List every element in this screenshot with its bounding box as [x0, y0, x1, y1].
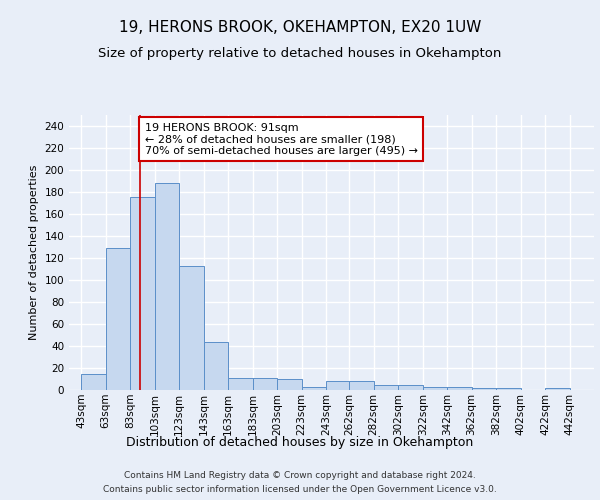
Bar [130, 198, 155, 390]
Text: Contains public sector information licensed under the Open Government Licence v3: Contains public sector information licen… [103, 484, 497, 494]
Bar [81, 374, 106, 390]
Bar [179, 266, 203, 390]
Bar [545, 388, 569, 390]
Y-axis label: Number of detached properties: Number of detached properties [29, 165, 39, 340]
Bar [496, 388, 521, 390]
Text: Distribution of detached houses by size in Okehampton: Distribution of detached houses by size … [127, 436, 473, 449]
Bar [155, 183, 179, 390]
Text: 19 HERONS BROOK: 91sqm
← 28% of detached houses are smaller (198)
70% of semi-de: 19 HERONS BROOK: 91sqm ← 28% of detached… [145, 122, 418, 156]
Bar [447, 386, 472, 390]
Bar [228, 378, 253, 390]
Bar [106, 248, 130, 390]
Bar [277, 379, 302, 390]
Bar [302, 386, 326, 390]
Bar [374, 384, 398, 390]
Bar [472, 388, 496, 390]
Text: 19, HERONS BROOK, OKEHAMPTON, EX20 1UW: 19, HERONS BROOK, OKEHAMPTON, EX20 1UW [119, 20, 481, 35]
Text: Contains HM Land Registry data © Crown copyright and database right 2024.: Contains HM Land Registry data © Crown c… [124, 472, 476, 480]
Bar [203, 342, 228, 390]
Bar [398, 384, 422, 390]
Bar [326, 381, 350, 390]
Bar [422, 386, 447, 390]
Bar [349, 381, 374, 390]
Bar [253, 378, 277, 390]
Text: Size of property relative to detached houses in Okehampton: Size of property relative to detached ho… [98, 48, 502, 60]
